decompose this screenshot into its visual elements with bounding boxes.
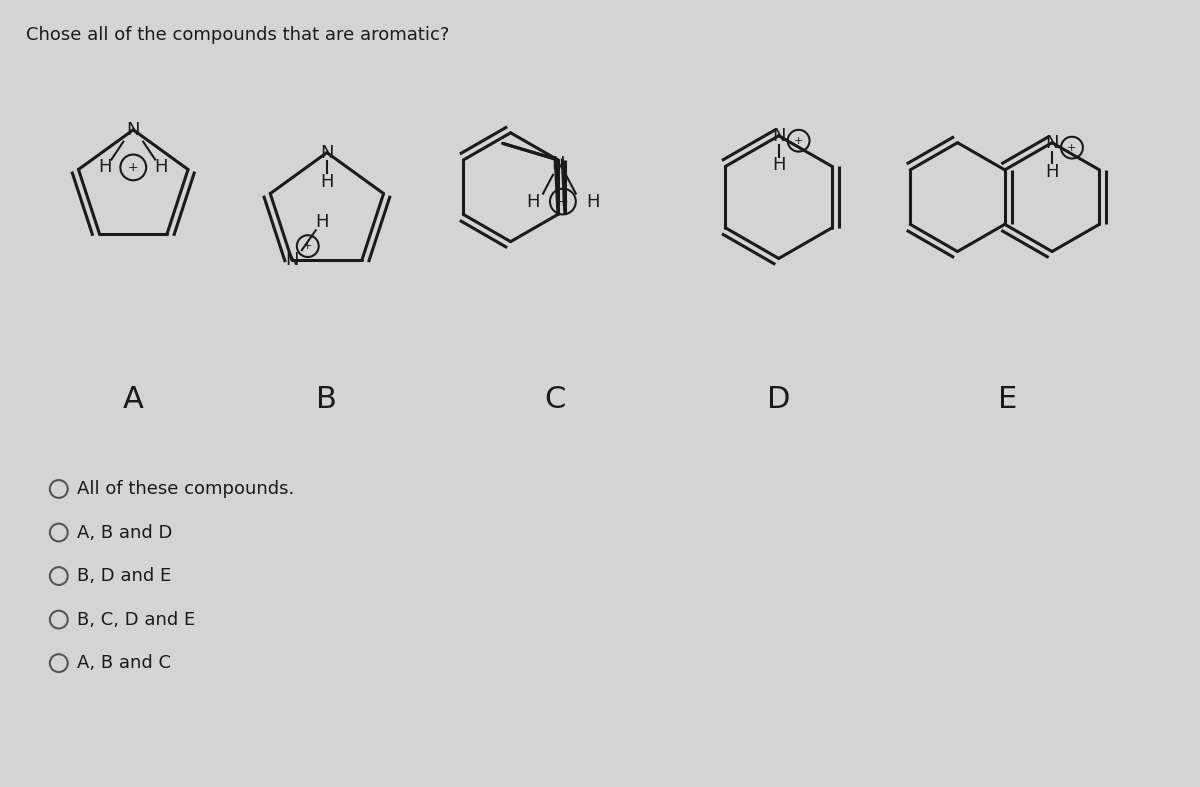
Text: +: +: [1067, 142, 1076, 153]
Text: B: B: [317, 385, 337, 414]
Text: H: H: [314, 213, 329, 231]
Text: N: N: [551, 155, 565, 173]
Text: E: E: [997, 385, 1016, 414]
Text: B, D and E: B, D and E: [77, 567, 170, 585]
Text: N: N: [286, 251, 299, 269]
Text: All of these compounds.: All of these compounds.: [77, 480, 294, 498]
Text: A, B and D: A, B and D: [77, 523, 172, 541]
Text: N: N: [1045, 134, 1058, 152]
Text: B, C, D and E: B, C, D and E: [77, 611, 194, 629]
Text: C: C: [545, 385, 566, 414]
Text: N: N: [320, 143, 334, 161]
Text: Chose all of the compounds that are aromatic?: Chose all of the compounds that are arom…: [26, 26, 449, 44]
Text: H: H: [586, 193, 600, 211]
Text: H: H: [1045, 164, 1058, 181]
Text: +: +: [794, 135, 803, 146]
Text: D: D: [767, 385, 791, 414]
Text: +: +: [304, 241, 312, 251]
Text: A: A: [122, 385, 144, 414]
Text: N: N: [126, 121, 140, 139]
Text: +: +: [558, 195, 569, 208]
Text: H: H: [155, 158, 168, 176]
Text: H: H: [772, 157, 786, 175]
Text: N: N: [772, 127, 786, 145]
Text: H: H: [320, 173, 334, 191]
Text: +: +: [128, 161, 138, 174]
Text: H: H: [527, 193, 540, 211]
Text: A, B and C: A, B and C: [77, 654, 170, 672]
Text: H: H: [98, 158, 113, 176]
